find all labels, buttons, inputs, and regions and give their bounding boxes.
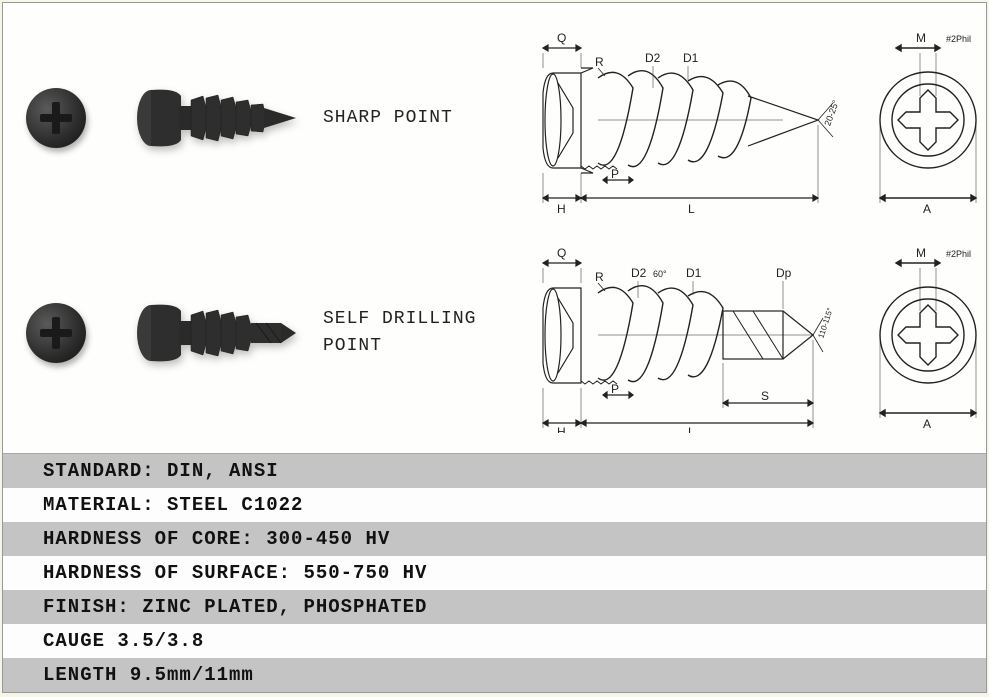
angle-note: 20-25° xyxy=(822,98,841,127)
dim-A: A xyxy=(923,417,931,431)
angle-note: 110-115° xyxy=(816,307,834,340)
dim-Dp: Dp xyxy=(776,266,792,280)
screw-head-top-view xyxy=(26,303,86,363)
screw-head-top-view xyxy=(26,88,86,148)
label-sharp: SHARP POINT xyxy=(323,105,523,132)
dim-A: A xyxy=(923,202,931,216)
dim-Q: Q xyxy=(557,246,566,260)
dim-M: M xyxy=(916,31,926,45)
spec-length: LENGTH 9.5mm/11mm xyxy=(3,658,986,692)
dim-60: 60° xyxy=(653,269,667,279)
dim-H: H xyxy=(557,202,566,216)
dim-phil: #2Phil xyxy=(946,34,971,44)
dim-L: L xyxy=(688,202,695,216)
dim-R: R xyxy=(595,270,604,284)
spec-standard: STANDARD: DIN, ANSI xyxy=(3,454,986,488)
spec-finish: FINISH: ZINC PLATED, PHOSPHATED xyxy=(3,590,986,624)
technical-drawing-sharp: Q R D2 D1 P H L 20-25° M #2Phil A xyxy=(523,13,986,223)
technical-drawing-drill: Q R D2 60° D1 Dp P S H L 110-115° M #2Ph… xyxy=(523,228,986,438)
row-sharp-point: SHARP POINT xyxy=(3,13,986,223)
row-self-drilling: SELF DRILLING POINT xyxy=(3,228,986,438)
label-drill: SELF DRILLING POINT xyxy=(323,306,523,360)
spec-gauge: CAUGE 3.5/3.8 xyxy=(3,624,986,658)
dim-S: S xyxy=(761,389,769,403)
dim-D2: D2 xyxy=(631,266,647,280)
dim-P: P xyxy=(611,167,619,181)
dim-Q: Q xyxy=(557,31,566,45)
dim-D2: D2 xyxy=(645,51,661,65)
dim-H: H xyxy=(557,425,566,433)
spec-hardness-core: HARDNESS OF CORE: 300-450 HV xyxy=(3,522,986,556)
dim-D1: D1 xyxy=(683,51,699,65)
dim-L: L xyxy=(688,425,695,433)
spec-hardness-surface: HARDNESS OF SURFACE: 550-750 HV xyxy=(3,556,986,590)
dim-D1: D1 xyxy=(686,266,702,280)
dim-R: R xyxy=(595,55,604,69)
dim-P: P xyxy=(611,382,619,396)
photo-col xyxy=(3,228,323,438)
spec-material: MATERIAL: STEEL C1022 xyxy=(3,488,986,522)
dim-phil: #2Phil xyxy=(946,249,971,259)
screw-side-view-sharp xyxy=(131,83,301,153)
dim-M: M xyxy=(916,246,926,260)
spec-table: STANDARD: DIN, ANSI MATERIAL: STEEL C102… xyxy=(3,454,986,692)
screw-side-view-drill xyxy=(131,298,301,368)
photo-col xyxy=(3,13,323,223)
diagram-area: SHARP POINT xyxy=(3,3,986,454)
container: SHARP POINT xyxy=(2,2,987,693)
